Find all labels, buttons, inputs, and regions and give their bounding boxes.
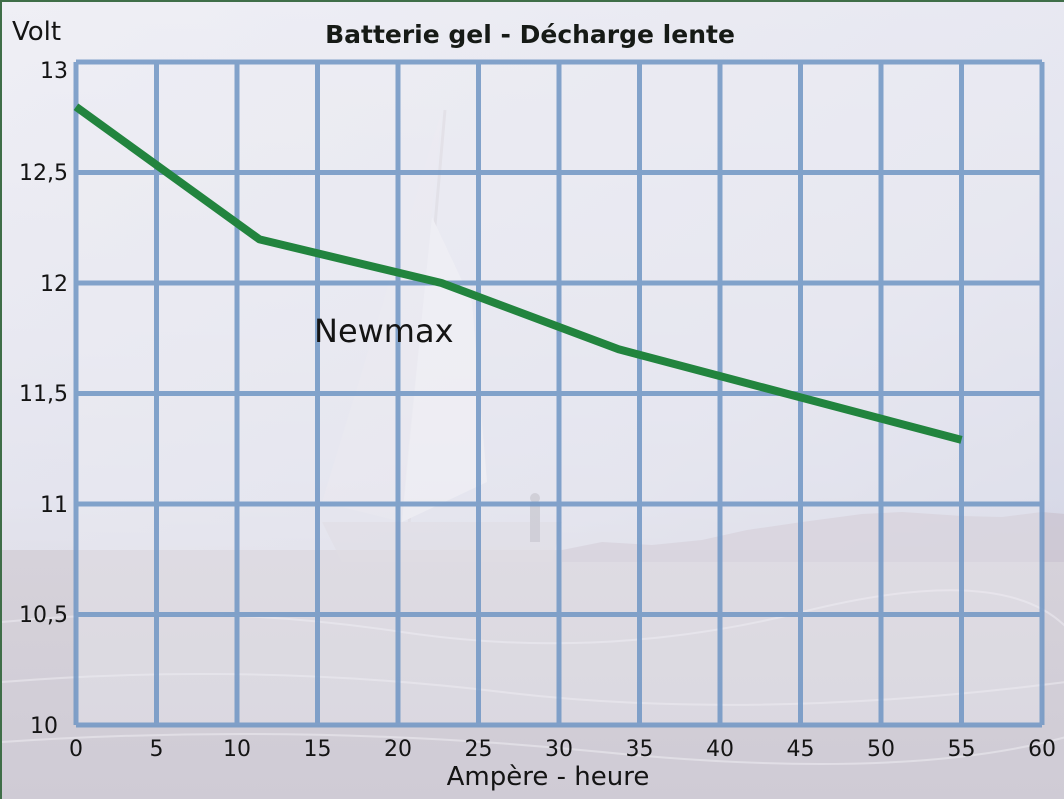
y-axis-label: Volt	[12, 17, 61, 47]
y-tick: 10	[30, 714, 58, 739]
y-tick: 12,5	[19, 161, 68, 186]
x-tick: 30	[545, 737, 573, 762]
y-tick: 13	[40, 59, 68, 84]
x-tick: 0	[69, 737, 83, 762]
y-tick: 11	[40, 493, 68, 518]
y-tick: 11,5	[19, 382, 68, 407]
x-tick: 25	[465, 737, 493, 762]
x-tick: 10	[223, 737, 251, 762]
x-tick: 20	[384, 737, 412, 762]
x-axis-ticks: 0 5 10 15 20 25 30 35 40 45 50 55 60	[69, 737, 1056, 762]
x-tick: 40	[706, 737, 734, 762]
x-axis-label: Ampère - heure	[447, 762, 650, 792]
series-line-newmax	[73, 103, 963, 444]
x-tick: 15	[304, 737, 332, 762]
mountains-shape	[562, 512, 1064, 562]
x-tick: 60	[1028, 737, 1056, 762]
y-tick: 12	[40, 272, 68, 297]
y-axis-ticks: 13 12,5 12 11,5 11 10,5 10	[19, 59, 68, 739]
y-tick: 10,5	[19, 603, 68, 628]
x-tick: 5	[150, 737, 164, 762]
chart-title: Batterie gel - Décharge lente	[325, 20, 735, 49]
x-tick: 45	[787, 737, 815, 762]
series-label-newmax: Newmax	[314, 312, 454, 350]
x-tick: 50	[867, 737, 895, 762]
x-tick: 55	[948, 737, 976, 762]
x-tick: 35	[626, 737, 654, 762]
